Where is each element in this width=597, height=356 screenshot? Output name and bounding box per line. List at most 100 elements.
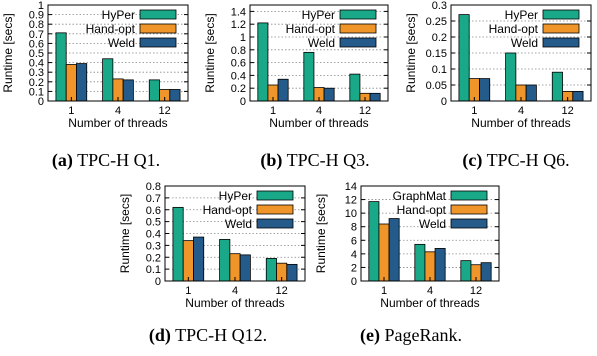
bar	[434, 248, 446, 282]
y-axis-label: Runtime [secs]	[118, 194, 132, 273]
y-tick-label: 0	[441, 96, 447, 108]
plot-frame	[450, 4, 592, 102]
legend-swatch	[339, 9, 377, 20]
x-tick-label: 1	[68, 105, 74, 117]
y-tick-label: 0.8	[29, 19, 44, 31]
figure-caption: (d) TPC-H Q12.	[149, 325, 267, 346]
bar	[182, 240, 194, 282]
y-tick-label: 0.5	[29, 48, 44, 60]
y-tick-label: 1.2	[231, 19, 246, 31]
y-tick-label: 4	[351, 249, 357, 261]
y-axis-label: Runtime [secs]	[404, 13, 418, 92]
bar	[122, 79, 134, 102]
bar	[424, 251, 436, 282]
x-axis-label: Number of threads	[380, 296, 479, 310]
y-tick-label: 0.4	[146, 229, 161, 241]
bar	[239, 254, 251, 282]
x-tick-label: 12	[359, 105, 371, 117]
y-tick-label: 0.4	[29, 58, 44, 70]
bar	[480, 262, 492, 282]
bar	[229, 253, 241, 282]
legend-swatch	[256, 190, 294, 201]
legend-swatch	[542, 23, 580, 34]
y-tick-label: 1.4	[231, 6, 246, 18]
legend-label: Weld	[225, 217, 252, 231]
legend-label: HyPer	[505, 8, 538, 22]
legend-label: HyPer	[102, 8, 135, 22]
y-tick-label: 0.7	[146, 193, 161, 205]
y-tick-label: 1	[240, 32, 246, 44]
y-tick-label: 0.2	[231, 83, 246, 95]
x-tick-label: 4	[316, 105, 322, 117]
legend-label: Hand-opt	[286, 22, 336, 36]
bar	[219, 239, 231, 282]
x-tick-label: 12	[562, 105, 574, 117]
y-tick-label: 0	[240, 96, 246, 108]
x-axis-label: Number of threads	[68, 116, 167, 130]
legend-swatch	[450, 218, 488, 229]
y-tick-label: 8	[351, 222, 357, 234]
y-tick-label: 0.7	[29, 29, 44, 41]
legend-label: GraphMat	[393, 189, 447, 203]
y-tick-label: 2	[351, 262, 357, 274]
y-tick-label: 12	[345, 195, 357, 207]
figure-caption: (c) TPC-H Q6.	[462, 150, 569, 171]
bar	[286, 263, 298, 282]
bar	[388, 218, 400, 282]
y-tick-label: 0.1	[432, 64, 447, 76]
bar	[65, 64, 77, 102]
chart-panel: 0 0.05 0.1 0.15 0.2 0.25 0.3 1 4 12 HyPerHand-optW…	[404, 0, 592, 171]
bar	[193, 236, 205, 282]
y-tick-label: 0.5	[146, 217, 161, 229]
bar	[369, 92, 381, 102]
y-tick-label: 14	[345, 181, 357, 193]
plot-frame	[249, 4, 389, 102]
legend-label: Hand-opt	[489, 22, 539, 36]
y-tick-label: 0	[38, 96, 44, 108]
legend-swatch	[339, 37, 377, 48]
bar	[148, 79, 160, 102]
y-tick-label: 0.2	[146, 252, 161, 264]
bar	[525, 84, 537, 102]
bar	[277, 78, 289, 102]
y-tick-label: 0.15	[426, 48, 447, 60]
y-tick-label: 0.05	[426, 80, 447, 92]
y-tick-label: 0.9	[29, 10, 44, 22]
chart-panel: 00.10.20.30.40.50.60.70.8 1 4 12 HyPerHand-o…	[118, 181, 306, 346]
legend-swatch	[339, 23, 377, 34]
legend-label: Weld	[108, 36, 135, 50]
bar	[479, 78, 491, 102]
legend-label: Weld	[419, 217, 446, 231]
x-tick-label: 4	[115, 105, 121, 117]
y-axis-label: Runtime [secs]	[1, 13, 15, 92]
legend-swatch	[256, 218, 294, 229]
y-tick-label: 0.6	[29, 38, 44, 50]
bar	[460, 260, 472, 282]
bar	[303, 51, 315, 102]
legend-swatch	[139, 37, 177, 48]
y-tick-label: 0.4	[231, 70, 246, 82]
y-tick-label: 0.3	[29, 67, 44, 79]
legend-swatch	[139, 9, 177, 20]
x-axis-label: Number of threads	[185, 296, 284, 310]
legend-label: Hand-opt	[203, 203, 253, 217]
figure-caption: (b) TPC-H Q3.	[260, 150, 369, 171]
y-tick-label: 6	[351, 235, 357, 247]
y-tick-label: 0.1	[146, 264, 161, 276]
y-tick-label: 0.8	[146, 181, 161, 193]
y-tick-label: 0.2	[432, 32, 447, 44]
bar	[55, 32, 67, 102]
bar	[169, 89, 181, 102]
x-tick-label: 12	[470, 285, 482, 297]
y-tick-label: 0.25	[426, 16, 447, 28]
y-tick-label: 0.6	[146, 205, 161, 217]
bar	[414, 243, 426, 282]
plot-frame	[47, 4, 189, 102]
x-axis-label: Number of threads	[471, 116, 570, 130]
y-tick-label: 0	[155, 276, 161, 288]
legend-label: HyPer	[302, 8, 335, 22]
legend-swatch	[542, 9, 580, 20]
legend-label: Weld	[308, 36, 335, 50]
